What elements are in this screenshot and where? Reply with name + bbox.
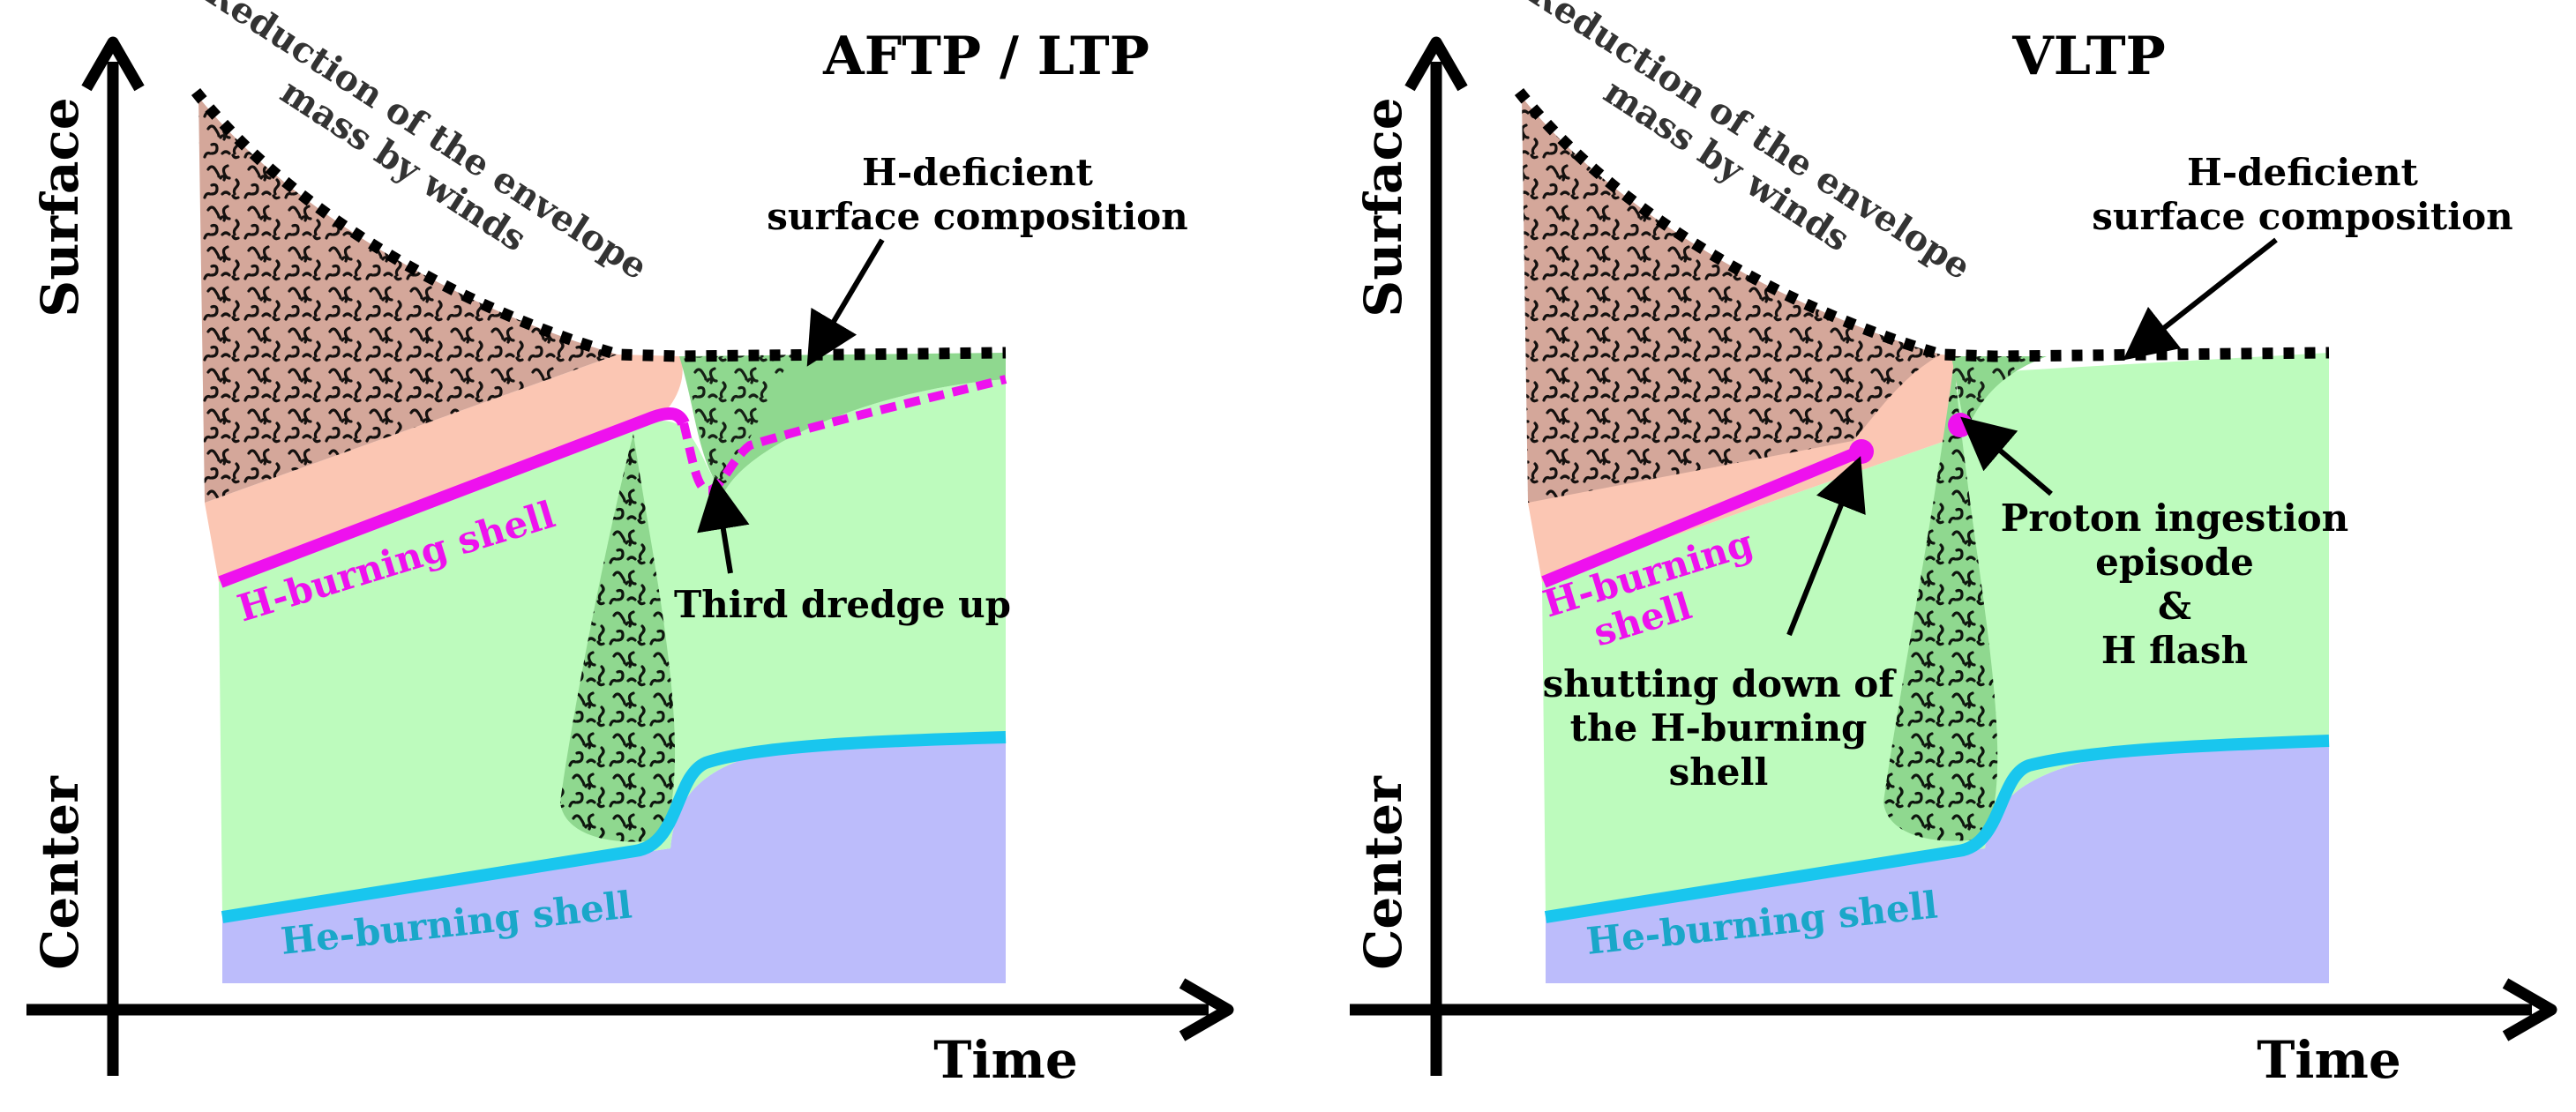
y-axis-top-label: Surface bbox=[1353, 97, 1413, 317]
h-shell-end-marker bbox=[1849, 439, 1874, 464]
x-axis-label: Time bbox=[933, 1030, 1077, 1090]
proton-ingestion-texture bbox=[1951, 356, 2047, 432]
y-axis-arrowhead bbox=[81, 36, 145, 92]
proton-ingestion-label-line-2: episode bbox=[2095, 541, 2254, 584]
hdef-label-line-1: H-deficient bbox=[2187, 151, 2419, 194]
he-burning-shell-line bbox=[1544, 735, 2330, 923]
panel-title: AFTP / LTP bbox=[822, 26, 1149, 87]
panel-vltp: VLTP Surface Center Time Reduction of th… bbox=[1350, 0, 2557, 1090]
shutting-down-arrow bbox=[1786, 456, 1866, 637]
shutting-down-label-line-1: shutting down of bbox=[1543, 662, 1898, 705]
helium-core-region bbox=[1546, 741, 2329, 983]
y-axis-top-label: Surface bbox=[30, 97, 90, 317]
envelope-salmon-region bbox=[205, 354, 683, 582]
surface-wind-line bbox=[191, 87, 1007, 362]
panel-title: VLTP bbox=[2011, 26, 2166, 87]
x-axis-label: Time bbox=[2257, 1030, 2400, 1090]
proton-ingestion-marker bbox=[1948, 413, 1973, 437]
shutting-down-label-line-2: the H-burning bbox=[1570, 706, 1868, 750]
y-axis-bottom-label: Center bbox=[30, 775, 90, 970]
panel-aftp-ltp: AFTP / LTP Surface Center Time Reduction… bbox=[26, 0, 1234, 1090]
y-axis-bottom-label: Center bbox=[1353, 775, 1413, 970]
x-axis-arrowhead bbox=[2502, 978, 2557, 1041]
hdef-label-line-2: surface composition bbox=[767, 195, 1187, 238]
proton-ingestion-label-line-3: & bbox=[2158, 585, 2191, 628]
hdef-label-line-1: H-deficient bbox=[862, 151, 1094, 194]
hdef-surface-texture bbox=[684, 354, 794, 490]
third-dredge-up-label: Third dredge up bbox=[674, 583, 1011, 626]
shutting-down-label-line-3: shell bbox=[1669, 750, 1769, 794]
hdef-label-line-2: surface composition bbox=[2092, 195, 2512, 238]
third-dredge-up-arrow bbox=[697, 476, 750, 574]
h-burning-shell-line bbox=[218, 407, 690, 588]
surface-wind-line bbox=[1514, 87, 2330, 362]
hdef-arrow bbox=[806, 238, 885, 367]
h-burning-shell-line bbox=[1541, 445, 1862, 588]
proton-ingestion-arrow bbox=[1960, 416, 2053, 496]
x-axis-arrowhead bbox=[1179, 978, 1234, 1041]
proton-ingestion-label-line-1: Proton ingestion bbox=[2001, 496, 2348, 540]
hdef-arrow bbox=[2123, 237, 2278, 361]
proton-ingestion-label-line-4: H flash bbox=[2101, 629, 2248, 672]
convective-zone-texture bbox=[560, 434, 676, 842]
convective-zone-texture bbox=[1883, 362, 1998, 841]
he-burning-shell-line bbox=[221, 731, 1007, 923]
y-axis-arrowhead bbox=[1404, 36, 1468, 92]
